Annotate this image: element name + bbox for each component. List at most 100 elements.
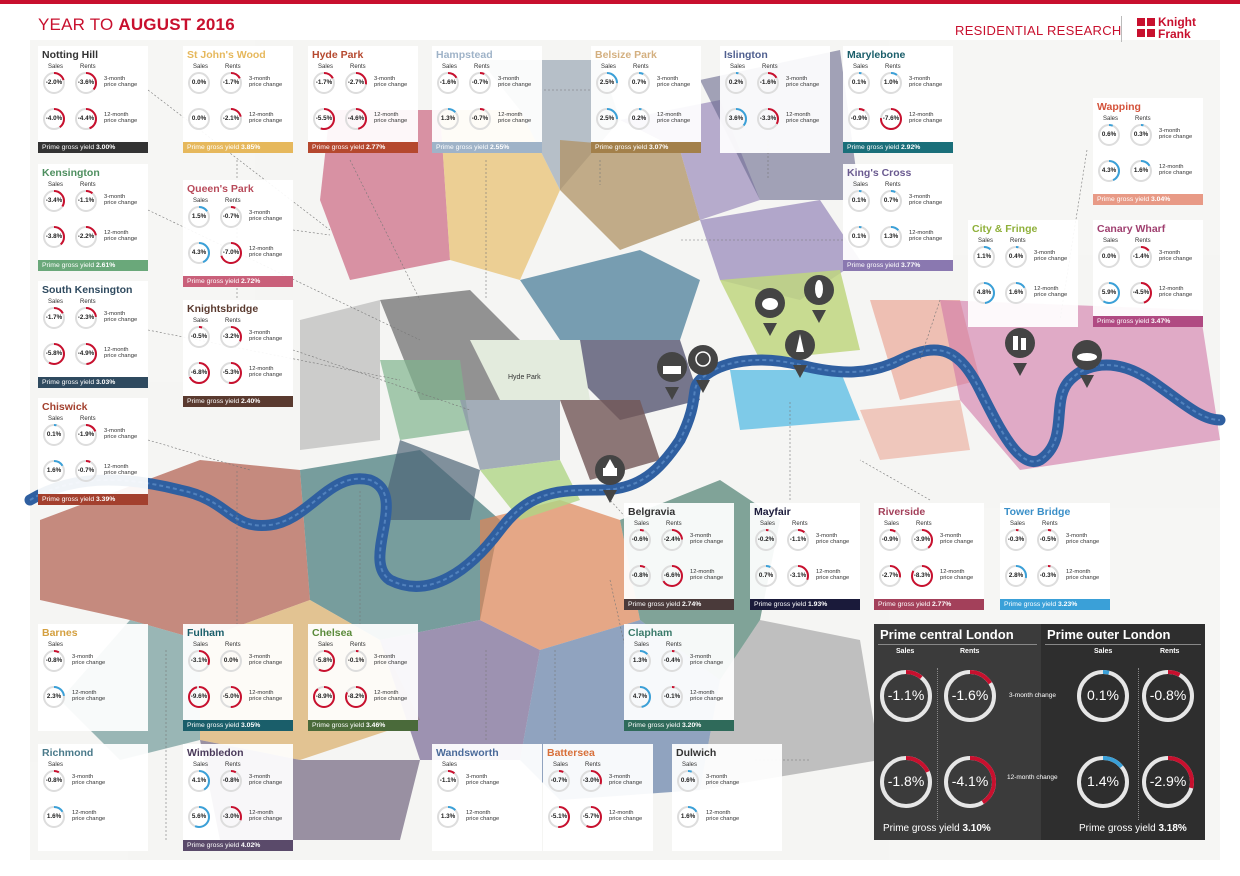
- sales-header: Sales: [442, 64, 458, 70]
- area-card: Belsize Park Sales Rents 2.5% 0.7% 3-month pri…: [591, 46, 701, 153]
- outer-title: Prime outer London: [1047, 627, 1171, 642]
- rents-change-ring: -2.7%: [345, 72, 367, 94]
- yield-bar: Prime gross yield 2.55%: [432, 142, 542, 153]
- sales-header: Sales: [978, 238, 994, 244]
- rents-change-ring: 0.4%: [1005, 246, 1027, 268]
- sales-change-ring: -6.8%: [188, 362, 210, 384]
- period-label: 12-month price change: [104, 347, 138, 360]
- rents-header: Rents: [80, 182, 96, 188]
- sales-change-ring: 0.0%: [188, 72, 210, 94]
- sales-change-ring: -8.9%: [313, 686, 335, 708]
- sales-change-ring: -5.8%: [43, 343, 65, 365]
- yield-bar: Prime gross yield 3.77%: [843, 260, 953, 271]
- period-label: 3-month price change: [104, 76, 138, 89]
- area-card: Chiswick Sales Rents 0.1% -1.9% 3-month price …: [38, 398, 148, 505]
- sales-change-ring: -0.8%: [43, 650, 65, 672]
- summary-change-ring: -0.8%: [1142, 670, 1194, 722]
- sales-header: Sales: [760, 521, 776, 527]
- rents-change-ring: -3.0%: [220, 806, 242, 828]
- yield-bar: Prime gross yield 3.00%: [38, 142, 148, 153]
- period-label: 3-month price change: [498, 76, 532, 89]
- sales-header: Sales: [193, 318, 209, 324]
- period-label: 3-month price change: [249, 76, 283, 89]
- rents-change-ring: -2.4%: [661, 529, 683, 551]
- sales-change-ring: 5.9%: [1098, 282, 1120, 304]
- period-label: 3-month price change: [816, 533, 850, 546]
- period-label: 12-month price change: [249, 112, 283, 125]
- area-name: South Kensington: [42, 284, 133, 296]
- sales-change-ring: 0.1%: [848, 72, 870, 94]
- area-card: Dulwich Sales 0.6% 3-month price change 1.6% 1…: [672, 744, 782, 851]
- area-name: Hyde Park: [312, 49, 364, 61]
- rents-header: Rents: [225, 762, 241, 768]
- rents-header: Rents: [885, 182, 901, 188]
- area-name: Knightsbridge: [187, 303, 259, 315]
- sales-header: Sales: [853, 182, 869, 188]
- period-label: 12-month price change: [816, 569, 850, 582]
- area-card: Chelsea Sales Rents -5.8% -0.1% 3-month price …: [308, 624, 418, 731]
- rents-change-ring: -0.5%: [1037, 529, 1059, 551]
- area-name: Canary Wharf: [1097, 223, 1166, 235]
- area-name: Queen's Park: [187, 183, 254, 195]
- period-label: 12-month price change: [104, 230, 138, 243]
- rents-header: Rents: [1135, 116, 1151, 122]
- sales-change-ring: -3.1%: [188, 650, 210, 672]
- period-label: 3-month price change: [466, 774, 500, 787]
- sales-header: Sales: [48, 762, 64, 768]
- yield-bar: Prime gross yield 2.77%: [308, 142, 418, 153]
- yield-bar: Prime gross yield 3.47%: [1093, 316, 1203, 327]
- sales-change-ring: -1.7%: [313, 72, 335, 94]
- rents-change-ring: -5.3%: [220, 362, 242, 384]
- sales-change-ring: -2.0%: [43, 72, 65, 94]
- rents-change-ring: -5.0%: [220, 686, 242, 708]
- sales-header: Sales: [442, 762, 458, 768]
- period-label: 3-month price change: [249, 654, 283, 667]
- rents-header: Rents: [1010, 238, 1026, 244]
- area-name: Islington: [724, 49, 768, 61]
- sales-change-ring: 0.0%: [1098, 246, 1120, 268]
- central-divider: [878, 644, 1037, 645]
- period-label: 12-month price change: [690, 690, 724, 703]
- central-dash: [937, 668, 939, 820]
- area-name: Marylebone: [847, 49, 906, 61]
- outer-rents-header: Rents: [1160, 648, 1180, 655]
- area-card: Riverside Sales Rents -0.9% -3.9% 3-month pric…: [874, 503, 984, 610]
- sales-change-ring: -1.6%: [437, 72, 459, 94]
- yield-bar: Prime gross yield 2.74%: [624, 599, 734, 610]
- area-card: King's Cross Sales Rents 0.1% 0.7% 3-month pri…: [843, 164, 953, 271]
- rents-change-ring: -7.6%: [880, 108, 902, 130]
- rents-header: Rents: [585, 762, 601, 768]
- sales-header: Sales: [193, 762, 209, 768]
- period-label: 12-month price change: [249, 366, 283, 379]
- period-label: 12-month price change: [374, 112, 408, 125]
- sales-change-ring: -0.2%: [755, 529, 777, 551]
- area-card: St John's Wood Sales Rents 0.0% -1.7% 3-month…: [183, 46, 293, 153]
- period-label: 3-month price change: [909, 194, 943, 207]
- period-label: 3-month price change: [690, 533, 724, 546]
- sales-header: Sales: [48, 182, 64, 188]
- summary-change-ring: -1.6%: [944, 670, 996, 722]
- yield-bar: Prime gross yield 4.02%: [183, 840, 293, 851]
- rents-change-ring: -1.4%: [1130, 246, 1152, 268]
- sales-change-ring: 4.1%: [188, 770, 210, 792]
- top-accent-bar: [0, 0, 1240, 4]
- area-card: Wandsworth Sales -1.1% 3-month price change 1…: [432, 744, 542, 851]
- area-card: South Kensington Sales Rents -1.7% -2.3% 3-mo…: [38, 281, 148, 388]
- outer-divider: [1045, 644, 1201, 645]
- rents-header: Rents: [80, 64, 96, 70]
- period-label: 3-month price change: [909, 76, 943, 89]
- period-label: 3-month price change: [374, 76, 408, 89]
- rents-change-ring: -4.4%: [75, 108, 97, 130]
- rents-header: Rents: [1135, 238, 1151, 244]
- yield-bar: Prime gross yield 2.72%: [183, 276, 293, 287]
- summary-change-ring: -4.1%: [944, 756, 996, 808]
- rents-change-ring: -3.1%: [787, 565, 809, 587]
- outer-sales-header: Sales: [1094, 648, 1113, 655]
- period-label: 12-month price change: [609, 810, 643, 823]
- rents-change-ring: -0.3%: [1037, 565, 1059, 587]
- sales-header: Sales: [1103, 116, 1119, 122]
- sales-change-ring: 0.1%: [43, 424, 65, 446]
- sales-change-ring: 2.5%: [596, 108, 618, 130]
- area-name: City & Fringe: [972, 223, 1038, 235]
- sales-change-ring: 2.5%: [596, 72, 618, 94]
